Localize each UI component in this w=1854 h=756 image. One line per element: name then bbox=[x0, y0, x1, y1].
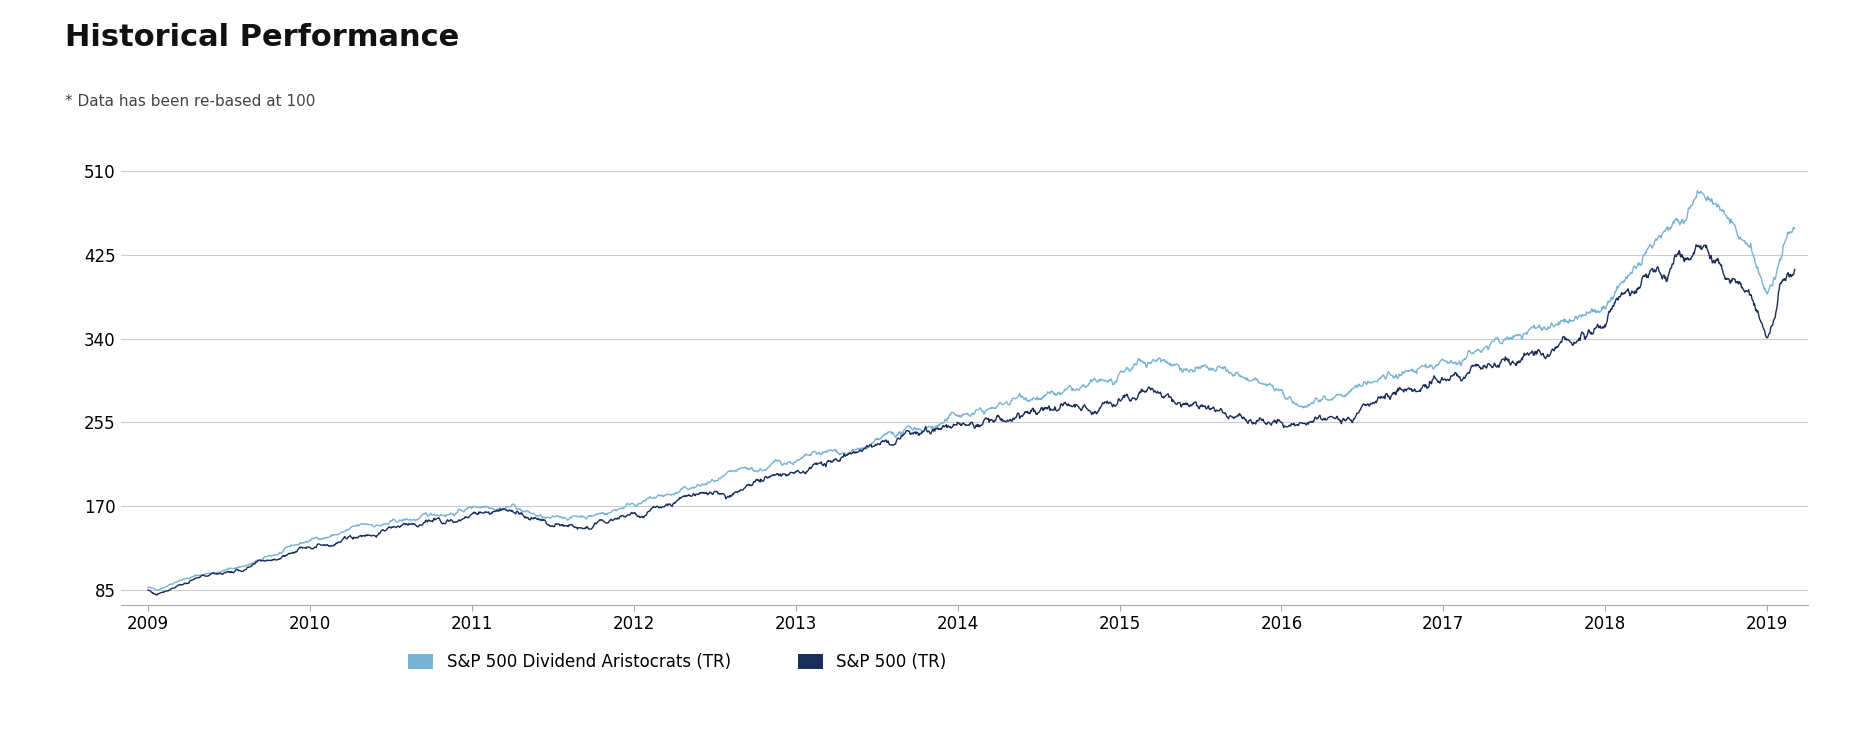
Text: Historical Performance: Historical Performance bbox=[65, 23, 460, 51]
Text: * Data has been re-based at 100: * Data has been re-based at 100 bbox=[65, 94, 315, 110]
Legend: S&P 500 Dividend Aristocrats (TR), S&P 500 (TR): S&P 500 Dividend Aristocrats (TR), S&P 5… bbox=[408, 653, 946, 671]
